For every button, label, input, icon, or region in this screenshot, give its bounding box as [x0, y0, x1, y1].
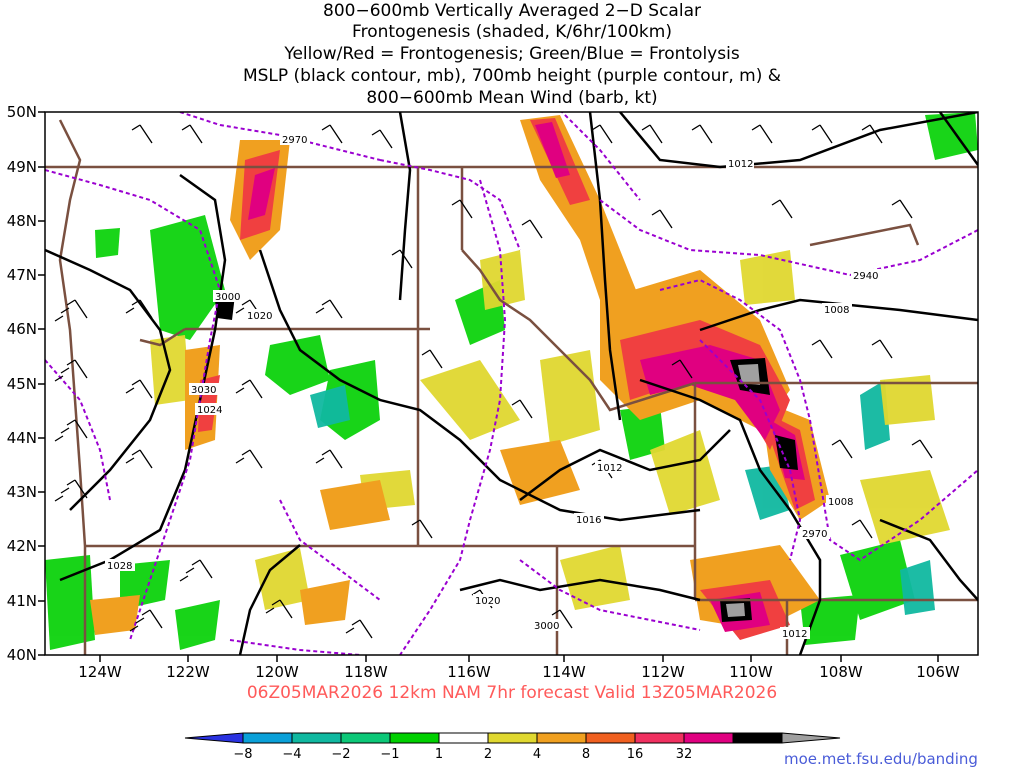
lat-label: 40N [7, 646, 37, 664]
mslp-label: 1016 [574, 513, 604, 526]
height-label: 3030 [189, 383, 219, 396]
title-line-2: Frontogenesis (shaded, K/6hr/100km) [352, 22, 672, 42]
lon-label: 106W [916, 663, 960, 681]
lon-label: 118W [344, 663, 388, 681]
title-line-5: 800−600mb Mean Wind (barb, kt) [366, 88, 658, 108]
lat-label: 45N [7, 375, 37, 393]
lat-label: 44N [7, 429, 37, 447]
mslp-label: 1012 [780, 627, 810, 640]
svg-text:3000: 3000 [215, 292, 240, 303]
colorbar-segment [340, 732, 391, 744]
latitude-labels: 50N 49N 48N 47N 46N 45N 44N 43N 42N 41N … [7, 103, 37, 664]
wind-barbs [54, 124, 933, 639]
colorbar-segment [487, 732, 538, 744]
lat-label: 48N [7, 212, 37, 230]
colorbar-segment [683, 732, 734, 744]
svg-text:3030: 3030 [191, 385, 216, 396]
colorbar-segment [242, 732, 293, 744]
title-line-3: Yellow/Red = Frontogenesis; Green/Blue =… [284, 44, 740, 64]
colorbar-tick-label: −8 [233, 747, 252, 762]
mslp-label: 1012 [595, 461, 625, 474]
mslp-label: 1024 [195, 403, 225, 416]
lat-label: 46N [7, 320, 37, 338]
svg-text:2940: 2940 [853, 271, 878, 282]
lat-label: 47N [7, 266, 37, 284]
height-label: 3000 [213, 290, 243, 303]
height-label: 2970 [280, 133, 310, 146]
colorbar-segment [389, 732, 440, 744]
svg-text:2970: 2970 [802, 529, 827, 540]
colorbar-tick-label: 16 [627, 747, 644, 762]
colorbar-tick-label: −2 [331, 747, 350, 762]
svg-text:1008: 1008 [824, 305, 849, 316]
colorbar-segment [781, 732, 841, 744]
mslp-label: 1020 [245, 309, 275, 322]
svg-text:2970: 2970 [282, 135, 307, 146]
lat-label: 41N [7, 592, 37, 610]
contour-labels: 1012 1020 1008 1024 1012 1008 1016 1028 [105, 133, 881, 640]
colorbar-segment [536, 732, 587, 744]
lat-label: 42N [7, 537, 37, 555]
colorbar-tick-label: 1 [435, 747, 443, 762]
forecast-valid-time: 06Z05MAR2026 12km NAM 7hr forecast Valid… [246, 683, 778, 703]
height-label: 2940 [851, 269, 881, 282]
lon-label: 112W [641, 663, 685, 681]
title-line-1: 800−600mb Vertically Averaged 2−D Scalar [323, 1, 701, 21]
lon-label: 120W [255, 663, 299, 681]
lon-label: 114W [542, 663, 586, 681]
colorbar-segment [585, 732, 636, 744]
title-line-4: MSLP (black contour, mb), 700mb height (… [242, 66, 782, 86]
mslp-label: 1028 [105, 559, 135, 572]
svg-text:1012: 1012 [597, 463, 622, 474]
svg-text:1028: 1028 [107, 561, 132, 572]
colorbar-segment [732, 732, 783, 744]
lat-label: 49N [7, 158, 37, 176]
height-label: 2970 [800, 527, 830, 540]
colorbar-tick-label: 32 [676, 747, 693, 762]
colorbar-segment [291, 732, 342, 744]
colorbar-segment [438, 732, 489, 744]
colorbar-tick-label: −1 [380, 747, 399, 762]
lat-label: 43N [7, 483, 37, 501]
svg-text:1020: 1020 [475, 596, 500, 607]
colorbar-tick-label: 8 [582, 747, 590, 762]
colorbar-segment [634, 732, 685, 744]
svg-text:1016: 1016 [576, 515, 601, 526]
mslp-label: 1020 [473, 594, 503, 607]
lon-label: 108W [819, 663, 863, 681]
lon-label: 110W [729, 663, 773, 681]
source-url[interactable]: moe.met.fsu.edu/banding [784, 750, 978, 768]
colorbar-tick-label: 4 [533, 747, 541, 762]
colorbar-tick-label: 2 [484, 747, 492, 762]
lat-label: 50N [7, 103, 37, 121]
lon-label: 124W [78, 663, 122, 681]
lon-label: 122W [166, 663, 210, 681]
colorbar: −8 −4 −2 −1 1 2 4 8 16 32 [184, 732, 841, 762]
mslp-label: 1008 [826, 495, 856, 508]
colorbar-segment [184, 732, 244, 744]
lon-label: 116W [447, 663, 491, 681]
mslp-label: 1012 [726, 157, 754, 170]
svg-text:1020: 1020 [247, 311, 272, 322]
svg-text:1012: 1012 [728, 159, 753, 170]
mslp-label: 1008 [822, 303, 852, 316]
colorbar-tick-label: −4 [282, 747, 301, 762]
longitude-labels: 124W 122W 120W 118W 116W 114W 112W 110W … [78, 663, 960, 681]
height-label: 3000 [532, 619, 562, 632]
shaded-frontogenesis-layer [45, 112, 978, 655]
svg-text:1008: 1008 [828, 497, 853, 508]
svg-text:1024: 1024 [197, 405, 222, 416]
svg-text:1012: 1012 [782, 629, 807, 640]
svg-text:3000: 3000 [534, 621, 559, 632]
